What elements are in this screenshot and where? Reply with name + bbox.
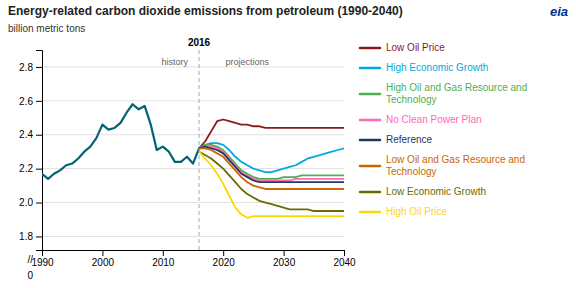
y-tick: 2.4: [19, 129, 42, 140]
series-line: [42, 104, 199, 179]
legend-swatch: [360, 191, 380, 194]
legend-label: Low Oil Price: [386, 42, 445, 53]
legend-swatch: [360, 47, 380, 50]
legend-swatch: [360, 67, 380, 70]
x-tick: 2020: [213, 250, 236, 268]
legend-label: No Clean Power Plan: [386, 114, 482, 125]
legend-label: Low Oil and Gas Resource andTechnology: [386, 154, 525, 177]
y-tick: 2.2: [19, 163, 42, 174]
y-tick-mark: [36, 236, 42, 237]
x-axis: 1990 2000 2010 2020 2030 2040: [31, 250, 356, 268]
grid-line: [42, 202, 344, 203]
y-tick-mark: [36, 101, 42, 102]
series-line: [199, 147, 344, 183]
y-tick-label: 1.8: [19, 231, 33, 242]
x-tick: 2040: [333, 250, 356, 268]
y-tick-label: 2.8: [19, 62, 33, 73]
divider-line: [199, 50, 200, 250]
grid-line: [42, 168, 344, 169]
grid: [42, 67, 344, 236]
legend-swatch: [360, 93, 380, 96]
y-tick-mark: [36, 169, 42, 170]
y-tick-label: 2.4: [19, 129, 33, 140]
y-axis-line: [36, 51, 43, 251]
grid-line: [42, 100, 344, 101]
grid-line: [42, 66, 344, 67]
x-tick-label: 2010: [152, 257, 175, 268]
legend-item: Low Economic Growth: [360, 186, 486, 197]
y-tick-mark: [36, 135, 42, 136]
series-line: [199, 148, 344, 189]
y-axis: 1.8 2.0 2.2 2.4 2.6 2.8: [19, 51, 42, 251]
x-tick-label: 1990: [31, 257, 54, 268]
divider-label: 2016: [188, 37, 211, 48]
y-tick-mark: [36, 67, 42, 68]
legend-item: No Clean Power Plan: [360, 114, 482, 125]
x-tick: 2010: [152, 250, 175, 268]
y-tick: 2.0: [19, 197, 42, 208]
logo: eia: [550, 4, 568, 19]
legend-item: High Oil Price: [360, 206, 448, 217]
y-tick: 2.6: [19, 96, 42, 107]
y-axis-label: billion metric tons: [8, 23, 85, 34]
y-tick-label: 2.6: [19, 96, 33, 107]
title: Energy-related carbon dioxide emissions …: [8, 4, 403, 18]
legend-item: Low Oil Price: [360, 42, 445, 53]
y-tick-mark: [36, 203, 42, 204]
legend-label: High Economic Growth: [386, 62, 488, 73]
x-tick: 2000: [92, 250, 115, 268]
x-tick-mark: [223, 250, 224, 256]
x-tick-mark: [163, 250, 164, 256]
legend: Low Oil Price High Economic Growth High Oi…: [360, 42, 527, 217]
x-tick-label: 2040: [333, 257, 356, 268]
lines: [42, 104, 344, 218]
legend-swatch: [360, 211, 380, 214]
legend-item: Reference: [360, 134, 433, 145]
y-tick-label: 2.0: [19, 197, 33, 208]
legend-item: High Oil and Gas Resource andTechnology: [360, 82, 527, 105]
grid-line: [42, 236, 344, 237]
grid-line: [42, 134, 344, 135]
y-tick-label: 2.2: [19, 163, 33, 174]
legend-label: High Oil and Gas Resource andTechnology: [386, 82, 527, 105]
legend-swatch: [360, 165, 380, 168]
series-line: [199, 152, 344, 218]
axis-break-label: //: [27, 254, 33, 265]
x-tick-label: 2030: [273, 257, 296, 268]
x-tick-label: 2020: [213, 257, 236, 268]
legend-swatch: [360, 119, 380, 122]
legend-item: High Economic Growth: [360, 62, 488, 73]
x-tick: 2030: [273, 250, 296, 268]
x-tick-mark: [102, 250, 103, 256]
legend-label: Low Economic Growth: [386, 186, 486, 197]
annotation: projections: [226, 57, 270, 67]
y-tick: 2.8: [19, 62, 42, 73]
x-tick-mark: [344, 250, 345, 256]
x-tick-mark: [284, 250, 285, 256]
legend-label: High Oil Price: [386, 206, 448, 217]
x-axis-line: [43, 251, 345, 257]
annotation: history: [162, 57, 189, 67]
chart: Energy-related carbon dioxide emissions …: [0, 0, 576, 288]
x-tick-label: 2000: [92, 257, 115, 268]
legend-label: Reference: [386, 134, 433, 145]
legend-swatch: [360, 139, 380, 142]
legend-item: Low Oil and Gas Resource andTechnology: [360, 154, 525, 177]
y-tick: 1.8: [19, 231, 42, 242]
x-tick: 1990: [31, 250, 54, 268]
plot: 1990 2000 2010 2020 2030 2040 1.8 2.0 2.2 2.4 2.6 2…: [19, 37, 356, 281]
axis-break-label: 0: [27, 270, 33, 281]
